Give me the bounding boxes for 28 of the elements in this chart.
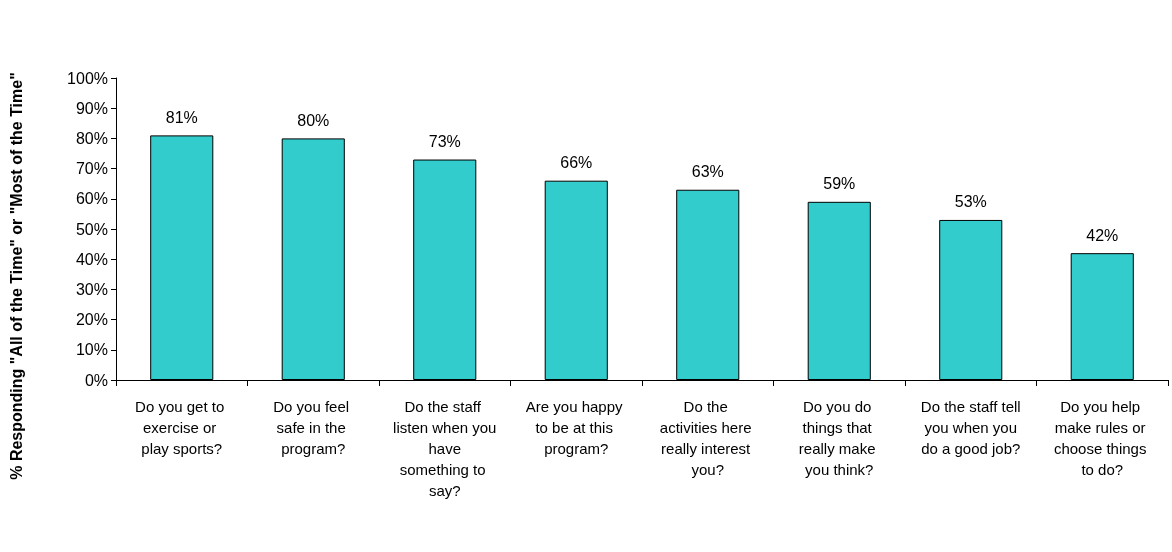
y-tick-label: 50% (75, 220, 108, 238)
data-label: 59% (823, 175, 856, 193)
data-label: 73% (428, 133, 461, 151)
y-tick-label: 20% (75, 311, 108, 329)
data-label: 63% (691, 163, 724, 181)
y-tick-label: 30% (75, 280, 108, 298)
x-tick-label: Do the staff listen when you have something to say? (393, 398, 497, 499)
data-label: 81% (165, 108, 198, 126)
y-axis-title: % Responding "All of the Time" or "Most of the Time" (7, 72, 25, 480)
y-tick-label: 10% (75, 341, 108, 359)
x-tick-label: Do the activities here really interest you? (659, 398, 756, 478)
data-label: 80% (297, 111, 330, 129)
y-tick-label: 70% (75, 160, 108, 178)
x-tick-label: Do the staff tell you when you do a good job? (920, 398, 1022, 457)
data-label: 66% (560, 154, 593, 172)
y-tick-label: 60% (75, 190, 108, 208)
y-tick-label: 90% (75, 99, 108, 117)
y-tick-label: 100% (67, 69, 108, 87)
data-label: 42% (1086, 226, 1119, 244)
y-tick-label: 40% (75, 250, 108, 268)
x-tick-label: Are you happy to be at this program? (525, 398, 627, 457)
x-tick-label: Do you get to exercise or play sports? (135, 398, 229, 457)
x-tick-label: Do you do things that really make you think? (798, 398, 880, 478)
x-tick-label: Do you feel safe in the program? (273, 398, 354, 457)
x-tick-label: Do you help make rules or choose things to do? (1053, 398, 1151, 478)
data-label: 53% (954, 193, 987, 211)
y-tick-label: 0% (84, 371, 108, 389)
y-tick-label: 80% (75, 129, 108, 147)
